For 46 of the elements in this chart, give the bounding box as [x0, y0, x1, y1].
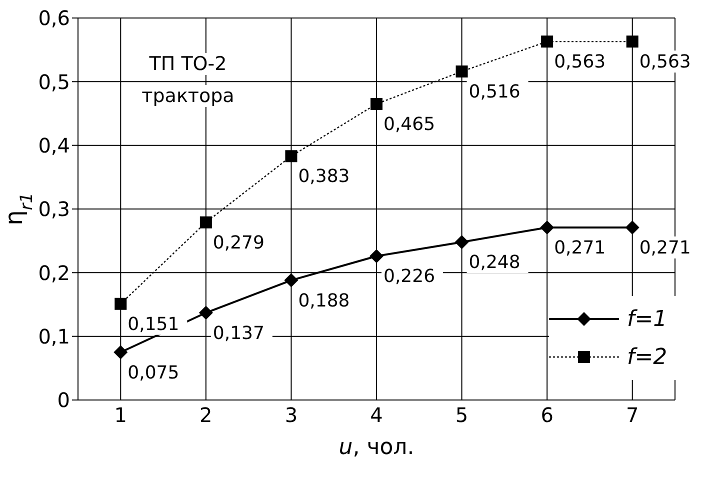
data-label: 0,075 — [128, 362, 180, 384]
legend-label: f=2 — [627, 344, 668, 370]
data-label: 0,137 — [212, 322, 264, 344]
data-label: 0,516 — [468, 81, 520, 102]
point — [284, 273, 298, 288]
x-tick-label: 5 — [455, 403, 468, 428]
y-tick-label: 0,6 — [38, 6, 70, 30]
y-tick-label: 0,2 — [38, 260, 70, 285]
data-label: 0,248 — [468, 252, 520, 274]
data-label: 0,383 — [298, 166, 350, 188]
point — [370, 249, 384, 264]
annotation: ТП ТО-2 трактора — [142, 53, 234, 107]
data-label: 0,279 — [212, 232, 264, 254]
y-tick-label: 0,4 — [38, 133, 70, 158]
point — [540, 220, 554, 234]
point — [198, 306, 213, 320]
data-label: 0,271 — [554, 237, 606, 258]
point — [625, 220, 640, 234]
x-tick-label: 6 — [540, 403, 554, 428]
data-label: 0,271 — [639, 237, 691, 258]
y-tick-label: 0,3 — [38, 197, 70, 222]
point — [200, 216, 212, 228]
legend-label: f=1 — [627, 306, 668, 332]
y-tick-label: 0,1 — [38, 324, 70, 348]
x-tick-label: 4 — [370, 403, 383, 428]
y-tick-label: 0,5 — [38, 70, 70, 94]
point — [285, 150, 298, 162]
x-tick-label: 1 — [114, 403, 128, 428]
y-tick-label: 0 — [57, 388, 70, 412]
point — [454, 235, 469, 250]
point — [114, 345, 128, 360]
data-label: 0,465 — [384, 114, 436, 135]
point — [114, 298, 127, 310]
point — [370, 98, 382, 110]
x-tick-label: 3 — [284, 403, 298, 428]
point — [456, 65, 468, 78]
x-axis-title: u, чол. — [338, 435, 414, 460]
data-label: 0,563 — [554, 52, 606, 73]
data-label: 0,226 — [384, 266, 436, 288]
x-tick-label: 7 — [626, 403, 639, 428]
x-tick-label: 2 — [200, 403, 212, 428]
data-label: 0,563 — [639, 52, 691, 73]
data-label: 0,151 — [128, 314, 180, 335]
point — [626, 36, 638, 48]
point — [541, 36, 554, 48]
data-label: 0,188 — [298, 290, 350, 312]
